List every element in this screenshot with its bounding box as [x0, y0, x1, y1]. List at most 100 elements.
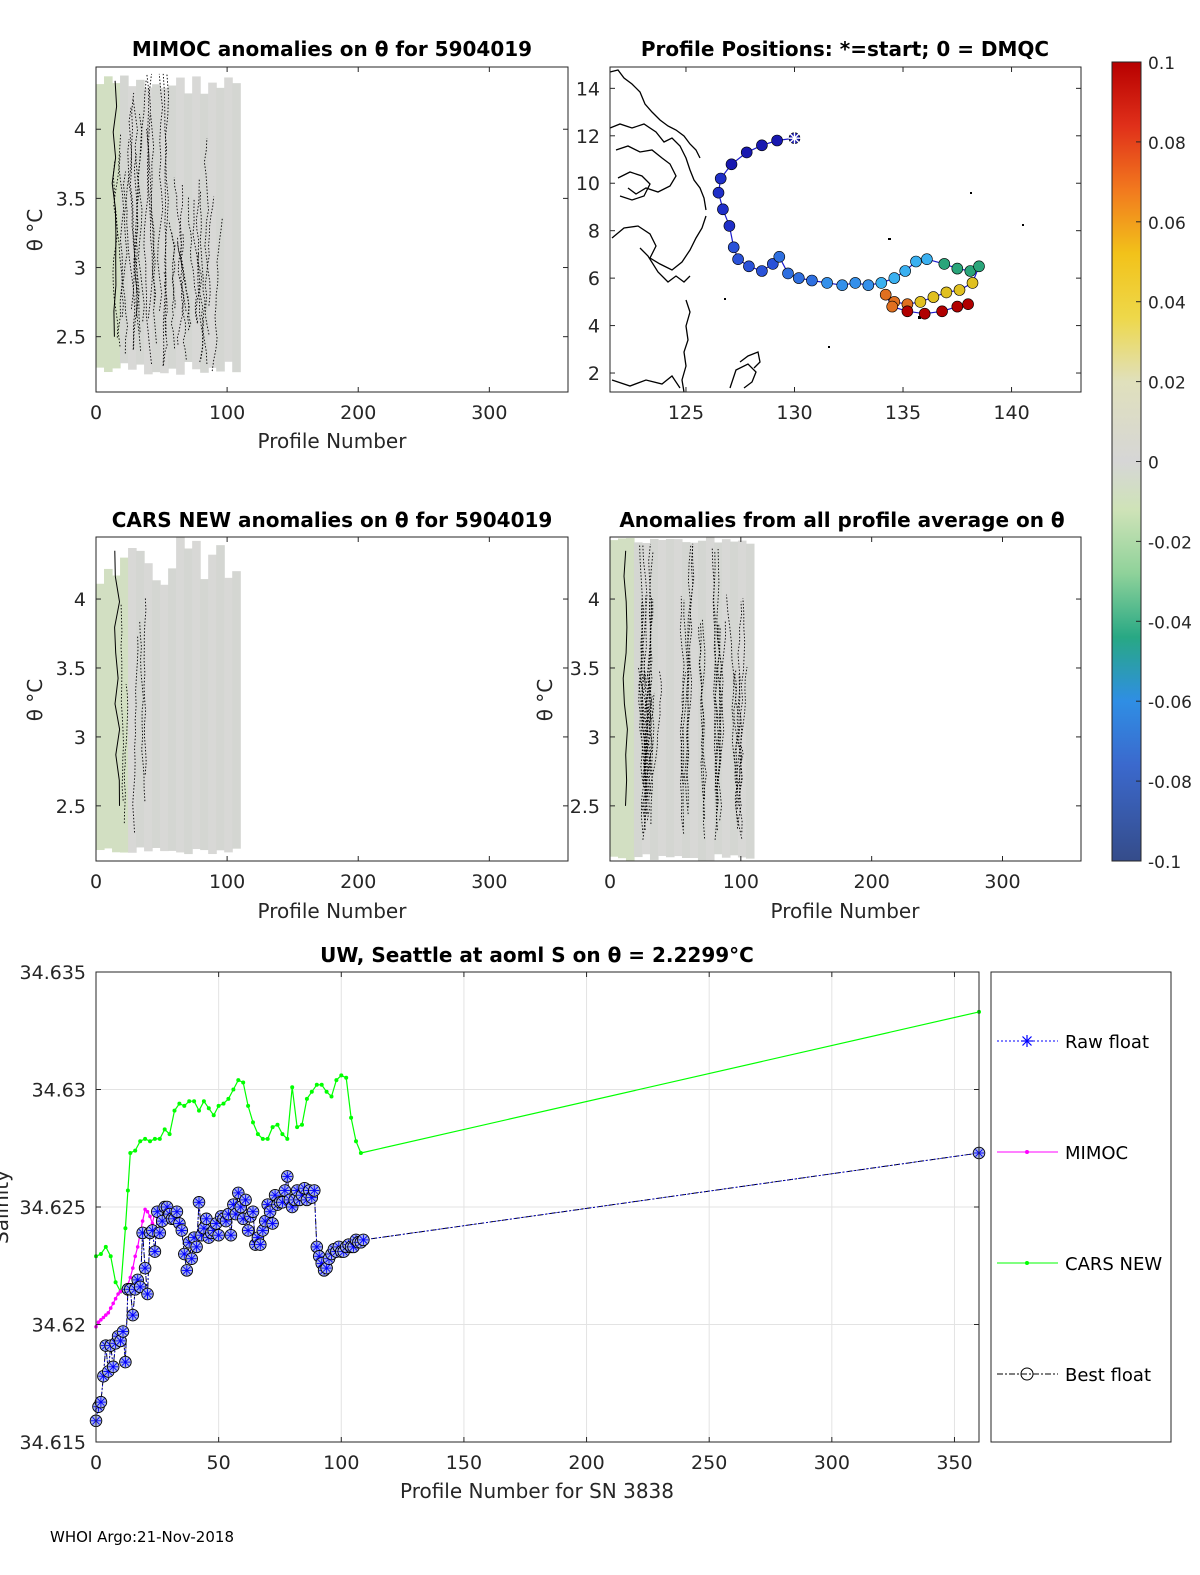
anomaly-contour	[162, 73, 169, 367]
y-tick-label: 3	[74, 258, 86, 280]
anomaly-cell	[144, 563, 153, 852]
salinity-panel: 0 50 100 150 200 250 300 350 34.61534.6234.6253…	[0, 943, 986, 1503]
anomaly-contour-solid	[114, 550, 121, 806]
allavg-title: Anomalies from all profile average on θ	[619, 508, 1064, 532]
anomaly-contour	[734, 746, 744, 839]
mimoc-point	[148, 1214, 152, 1219]
cars-new-point	[138, 1139, 143, 1144]
cars-new-point	[148, 1139, 152, 1144]
anomaly-contour	[157, 73, 164, 311]
x-tick-label: 250	[691, 1452, 727, 1474]
mimoc-point	[145, 1209, 150, 1214]
x-tick-label: 350	[936, 1452, 972, 1474]
legend-box	[990, 971, 1172, 1443]
start-marker	[788, 132, 801, 145]
cars-new-point	[157, 1136, 162, 1141]
mimoc-anomaly-panel: 0 100 200 300 2.5 3 3.5 4 MIMOC anomalies on θ…	[23, 37, 569, 453]
raw-float-point	[118, 1326, 128, 1337]
x-tick-label: 130	[776, 402, 812, 424]
anomaly-contour	[211, 218, 223, 372]
x-tick-label: 100	[323, 1452, 359, 1474]
colorbar-tick-label: -0.02	[1148, 533, 1192, 553]
anomaly-cell	[104, 568, 113, 849]
mimoc-axes-box	[95, 66, 569, 393]
x-tick-label: 0	[90, 1452, 102, 1474]
anomaly-cell	[160, 87, 169, 374]
cars-new-point	[358, 1151, 363, 1155]
circle-marker-icon	[1020, 1367, 1034, 1381]
anomaly-contour	[736, 598, 746, 803]
coastline-island-b	[617, 171, 651, 201]
x-tick-label: 200	[568, 1452, 604, 1474]
colorbar-tick-label: 0.02	[1148, 374, 1186, 394]
allavg-x-ticks: 0 100 200 300	[604, 537, 1021, 893]
raw-float-point	[213, 1230, 224, 1241]
colorbar-tick-label: 0.04	[1148, 294, 1186, 314]
colorbar-tick-label: 0.08	[1148, 134, 1186, 154]
anomaly-contour	[177, 237, 192, 331]
raw-float-point	[191, 1241, 202, 1252]
cars-new-point	[246, 1103, 251, 1108]
anomaly-contour	[123, 683, 129, 824]
cars-new-point	[226, 1096, 231, 1101]
anomaly-cell	[216, 545, 225, 851]
cars-new-point	[167, 1132, 172, 1137]
cars-new-point	[216, 1103, 221, 1108]
anomaly-contour	[117, 133, 125, 347]
x-tick-label: 200	[340, 871, 376, 893]
anomaly-cell	[232, 571, 241, 849]
cars-new-point	[354, 1139, 358, 1144]
cars-new-point	[221, 1101, 226, 1106]
profile-position-point	[773, 250, 786, 263]
island-dot	[888, 238, 891, 240]
raw-float-point	[358, 1234, 369, 1245]
x-tick-label: 0	[604, 871, 616, 893]
cars-new-point	[172, 1108, 177, 1113]
profile-position-point	[725, 158, 738, 171]
anomaly-cell	[144, 87, 153, 375]
coastline-islets	[681, 299, 691, 393]
island-dot	[970, 192, 972, 194]
anomaly-cell	[192, 540, 201, 850]
legend-best-label: Best float	[1065, 1365, 1151, 1386]
anomaly-contour	[648, 543, 653, 775]
cars-new-point	[103, 1244, 108, 1249]
colorbar-tick-label: -0.04	[1148, 613, 1192, 633]
anomaly-cell	[208, 554, 217, 855]
raw-float-point	[309, 1185, 320, 1196]
mimoc-point	[118, 1289, 123, 1294]
mimoc-x-ticks: 0 100 200 300	[90, 67, 507, 424]
anomaly-cell	[665, 539, 675, 858]
anomaly-cell	[96, 84, 105, 368]
profile-position-point	[782, 267, 794, 280]
colorbar-tick-label: -0.06	[1148, 693, 1192, 713]
coastline-islands	[609, 123, 707, 211]
colorbar-tick-label: -0.1	[1148, 853, 1181, 873]
x-tick-label: 0	[90, 871, 102, 893]
anomaly-cell	[705, 537, 715, 861]
coastline-island-a	[615, 145, 677, 195]
profile-position-point	[914, 296, 927, 308]
anomaly-cell	[224, 577, 233, 853]
cars-new-point	[128, 1151, 133, 1155]
salinity-series	[89, 1009, 986, 1428]
anomaly-cell	[152, 84, 161, 373]
cars-new-point	[270, 1125, 275, 1130]
anomaly-cell	[96, 583, 105, 851]
anomaly-cell	[232, 83, 241, 373]
anomaly-contour	[686, 543, 692, 808]
cars-new-point	[206, 1106, 211, 1111]
cars-new-point	[260, 1136, 265, 1141]
anomaly-contour	[139, 620, 146, 802]
coastline-north	[609, 69, 701, 159]
y-tick-label: 12	[576, 126, 600, 148]
anomaly-contour	[640, 676, 649, 791]
y-tick-label: 10	[576, 173, 600, 195]
cars-new-point	[231, 1087, 236, 1092]
cars-new-point	[162, 1127, 167, 1132]
x-tick-label: 300	[471, 402, 507, 424]
anomaly-contour	[199, 191, 208, 365]
positions-axes-box	[609, 66, 1082, 393]
y-tick-label: 2.5	[56, 327, 86, 349]
footer-text: WHOI Argo:21-Nov-2018	[50, 1528, 234, 1546]
